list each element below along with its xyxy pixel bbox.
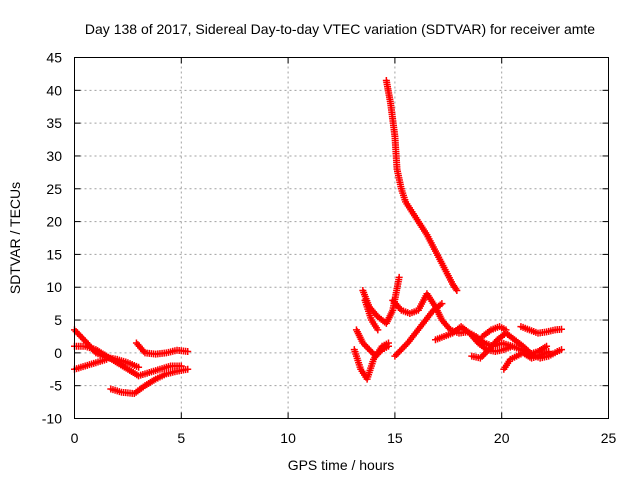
- series-arc-9: [361, 296, 382, 334]
- y-tick-label: 35: [46, 115, 62, 131]
- y-tick-label: 0: [54, 345, 62, 361]
- data-point: [397, 346, 405, 354]
- grid: [74, 57, 609, 419]
- y-tick-label: 10: [46, 279, 62, 295]
- data-point: [558, 325, 566, 333]
- data-point: [396, 347, 404, 355]
- data-point: [395, 273, 403, 281]
- series-arc-5: [132, 339, 192, 358]
- y-tick-label: 40: [46, 82, 62, 98]
- y-tick-label: 25: [46, 181, 62, 197]
- data-point: [545, 348, 553, 356]
- data-point: [393, 351, 401, 359]
- data-point: [184, 365, 192, 373]
- series-arc-11: [391, 300, 446, 360]
- series-arc-16: [500, 348, 553, 373]
- plot-frame: [74, 57, 609, 419]
- y-tick-label: 20: [46, 214, 62, 230]
- data-point: [394, 349, 402, 357]
- series-arc-17: [517, 323, 566, 337]
- y-tick-label: 15: [46, 246, 62, 262]
- x-tick-label: 15: [387, 430, 403, 446]
- y-tick-label: 5: [54, 312, 62, 328]
- data-point: [502, 326, 510, 334]
- series-arc-4: [107, 365, 192, 398]
- series-arc-10: [382, 76, 461, 295]
- y-tick-label: 30: [46, 148, 62, 164]
- x-tick-label: 10: [280, 430, 296, 446]
- y-tick-label: 45: [46, 50, 62, 66]
- data-point: [438, 300, 446, 308]
- data-point: [399, 344, 407, 352]
- x-tick-label: 0: [71, 430, 79, 446]
- ticks: 0 5 10 15 20 25 -10 -5 0 5 10 15 20 25 30 35 40 45: [42, 50, 617, 447]
- x-axis-label: GPS time / hours: [288, 457, 395, 473]
- data-point: [384, 342, 392, 350]
- x-tick-label: 20: [494, 430, 510, 446]
- data-point: [362, 342, 370, 350]
- y-tick-label: -10: [42, 411, 62, 427]
- data-point: [543, 342, 551, 350]
- data-point: [558, 346, 566, 354]
- series-arc-15: [478, 323, 510, 340]
- data-point: [401, 342, 409, 350]
- series-arc-7: [352, 326, 392, 360]
- series-arc-3: [71, 355, 111, 373]
- data-point: [103, 355, 111, 363]
- data-points: [71, 76, 566, 398]
- y-axis-label: SDTVAR / TECUs: [7, 182, 23, 294]
- series-arc-2: [71, 326, 143, 371]
- y-tick-label: -5: [50, 378, 63, 394]
- data-point: [365, 346, 373, 354]
- data-point: [391, 352, 399, 360]
- data-point: [453, 287, 461, 295]
- chart-title: Day 138 of 2017, Sidereal Day-to-day VTE…: [85, 21, 595, 37]
- data-point: [135, 363, 143, 371]
- data-point: [374, 326, 382, 334]
- data-point: [367, 347, 375, 355]
- data-point: [184, 348, 192, 356]
- x-tick-label: 25: [601, 430, 617, 446]
- x-tick-label: 5: [177, 430, 185, 446]
- data-point: [364, 344, 372, 352]
